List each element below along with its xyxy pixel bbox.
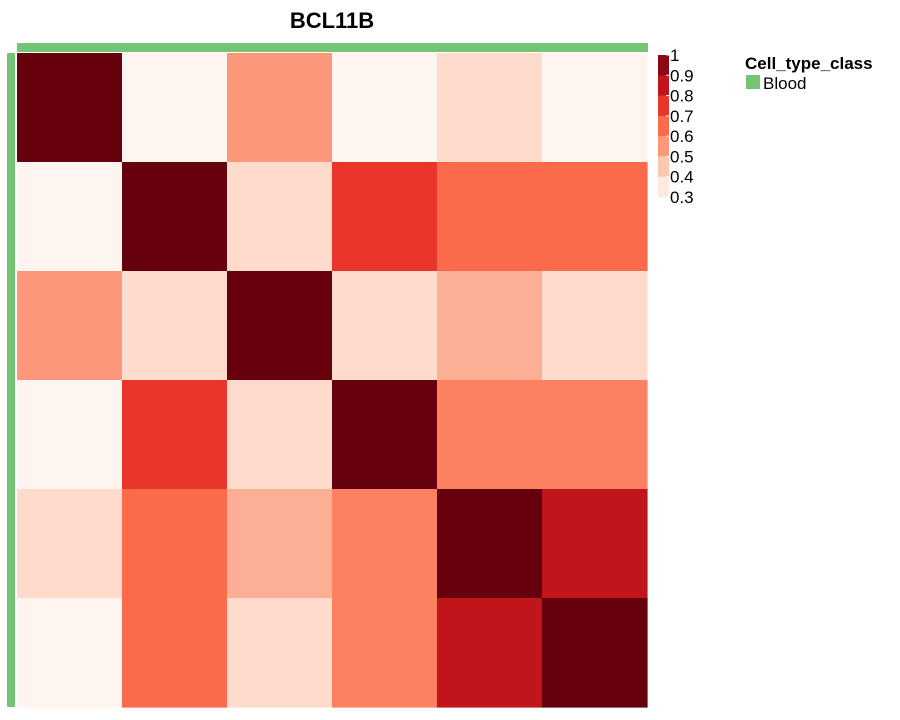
colorbar-segment xyxy=(658,115,669,137)
colorbar-segment xyxy=(658,136,669,157)
heatmap-cell-r1-c2 xyxy=(122,53,228,163)
heatmap-cell-r1-c1 xyxy=(17,53,123,163)
heatmap-cell-r3-c5 xyxy=(437,271,543,381)
colorbar-segment xyxy=(658,55,669,76)
colorbar-tick-label: 1 xyxy=(670,46,679,65)
colorbar-tick-label: 0.4 xyxy=(670,168,694,187)
heatmap-cell-r5-c2 xyxy=(122,489,228,599)
colorbar-tick-label: 0.9 xyxy=(670,66,694,85)
colorbar-segment xyxy=(658,156,669,178)
colorbar-tick-label: 0.5 xyxy=(670,147,694,166)
legend-label-blood: Blood xyxy=(763,74,806,93)
heatmap-cell-r4-c5 xyxy=(437,380,543,490)
heatmap-cell-r2-c2 xyxy=(122,162,228,272)
heatmap-cell-r5-c5 xyxy=(437,489,543,599)
heatmap-cell-r3-c1 xyxy=(17,271,123,381)
heatmap-cell-r6-c6 xyxy=(542,598,648,708)
heatmap-cell-r2-c6 xyxy=(542,162,648,272)
heatmap-cell-r2-c1 xyxy=(17,162,123,272)
heatmap-cell-r2-c4 xyxy=(332,162,438,272)
heatmap-cell-r1-c5 xyxy=(437,53,543,163)
heatmap-cell-r5-c1 xyxy=(17,489,123,599)
heatmap-cell-r4-c2 xyxy=(122,380,228,490)
annotation-legend: Cell_type_class Blood xyxy=(745,54,873,93)
heatmap-cell-r6-c4 xyxy=(332,598,438,708)
heatmap-cell-r6-c3 xyxy=(227,598,333,708)
heatmap-cell-r4-c3 xyxy=(227,380,333,490)
heatmap-cell-r6-c2 xyxy=(122,598,228,708)
heatmap-cell-r3-c2 xyxy=(122,271,228,381)
heatmap-cell-r3-c3 xyxy=(227,271,333,381)
heatmap-cell-r1-c4 xyxy=(332,53,438,163)
heatmap-cell-r6-c5 xyxy=(437,598,543,708)
heatmap-cell-r1-c6 xyxy=(542,53,648,163)
left-annotation-bar xyxy=(7,53,15,707)
heatmap-cells xyxy=(17,53,648,708)
colorbar-tick-label: 0.3 xyxy=(670,188,694,207)
heatmap-cell-r1-c3 xyxy=(227,53,333,163)
chart-title: BCL11B xyxy=(290,8,374,33)
heatmap-cell-r4-c4 xyxy=(332,380,438,490)
legend-swatch-blood xyxy=(746,75,760,89)
colorbar-segment xyxy=(658,95,669,117)
colorbar-ticks: 10.9 0.80.70.60.5 0.40.3 xyxy=(666,46,694,207)
heatmap-cell-r4-c6 xyxy=(542,380,648,490)
heatmap-cell-r6-c1 xyxy=(17,598,123,708)
colorbar-tick-label: 0.7 xyxy=(670,107,694,126)
colorbar-tick-label: 0.6 xyxy=(670,127,694,146)
colorbar-segment xyxy=(658,176,669,198)
heatmap-cell-r5-c3 xyxy=(227,489,333,599)
heatmap-cell-r5-c6 xyxy=(542,489,648,599)
heatmap-cell-r3-c6 xyxy=(542,271,648,381)
heatmap-cell-r2-c5 xyxy=(437,162,543,272)
colorbar xyxy=(658,55,669,198)
colorbar-segment xyxy=(658,75,669,97)
heatmap-cell-r3-c4 xyxy=(332,271,438,381)
top-annotation-bar xyxy=(17,43,648,52)
legend-title: Cell_type_class xyxy=(745,54,873,73)
heatmap-cell-r4-c1 xyxy=(17,380,123,490)
heatmap-cell-r2-c3 xyxy=(227,162,333,272)
heatmap-cell-r5-c4 xyxy=(332,489,438,599)
colorbar-tick-label: 0.8 xyxy=(670,87,694,106)
